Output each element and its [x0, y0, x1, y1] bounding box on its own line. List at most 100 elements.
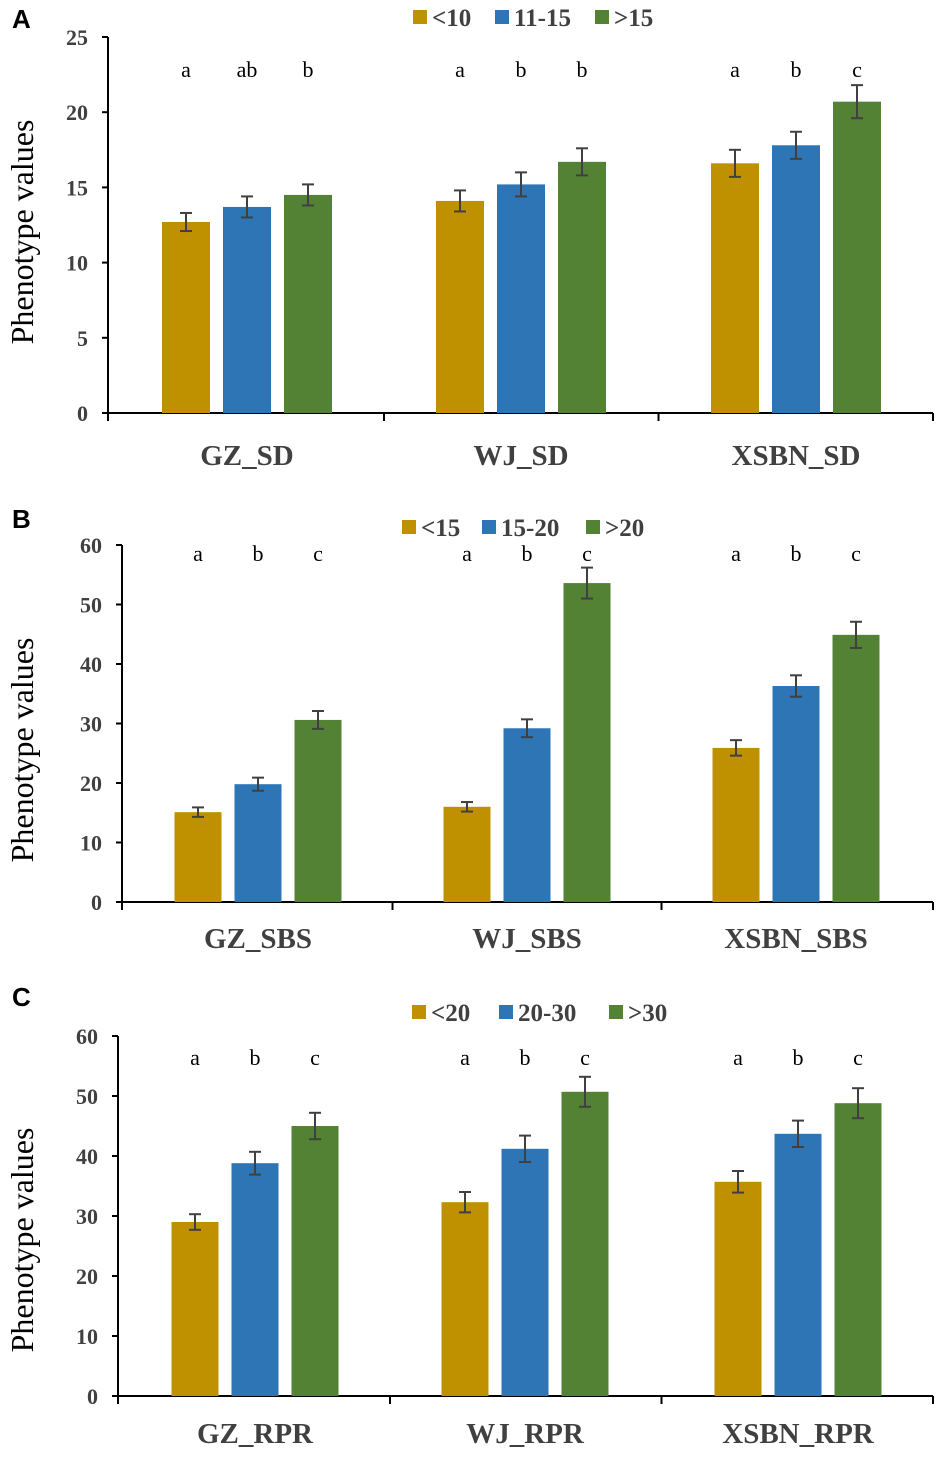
- significance-letter: a: [190, 1045, 200, 1070]
- significance-letter: a: [733, 1045, 743, 1070]
- y-tick-label: 0: [91, 890, 102, 915]
- y-tick-label: 40: [80, 652, 102, 677]
- significance-letter: b: [793, 1045, 804, 1070]
- y-tick-label: 50: [80, 593, 102, 618]
- bar: [834, 1103, 882, 1396]
- significance-letter: b: [516, 57, 527, 82]
- bar: [772, 686, 820, 902]
- bar: [561, 1091, 609, 1396]
- legend-label: <20: [431, 1000, 470, 1027]
- legend-label: >15: [614, 5, 653, 32]
- bar: [712, 747, 760, 902]
- bar: [714, 1181, 762, 1396]
- y-tick-label: 60: [80, 533, 102, 558]
- y-tick-label: 25: [66, 25, 88, 50]
- legend-label: <10: [432, 5, 471, 32]
- significance-letter: a: [193, 541, 203, 566]
- legend-swatch: [402, 520, 416, 534]
- legend-swatch: [482, 520, 496, 534]
- x-category-label: GZ_RPR: [197, 1418, 314, 1450]
- significance-letter: c: [582, 541, 592, 566]
- y-tick-label: 50: [76, 1084, 98, 1109]
- bar: [497, 184, 545, 413]
- y-tick-label: 10: [66, 251, 88, 276]
- panel-label: B: [12, 504, 31, 534]
- y-tick-label: 30: [80, 712, 102, 737]
- significance-letter: a: [462, 541, 472, 566]
- bar: [231, 1163, 279, 1396]
- significance-letter: a: [455, 57, 465, 82]
- panel-c: C Phenotype values 0 10 20 30 40 50 60 GZ_RPR a b c W…: [4, 982, 934, 1450]
- panel-label: A: [12, 4, 31, 34]
- legend-swatch: [412, 1005, 426, 1019]
- significance-letter: b: [250, 1045, 261, 1070]
- significance-letter: a: [731, 541, 741, 566]
- x-category-label: GZ_SD: [200, 440, 293, 472]
- legend-swatch: [413, 10, 427, 24]
- bar: [171, 1222, 219, 1396]
- significance-letter: c: [851, 541, 861, 566]
- bar: [234, 784, 282, 902]
- x-category-label: XSBN_SBS: [724, 923, 867, 955]
- y-tick-label: 30: [76, 1204, 98, 1229]
- y-tick-label: 20: [76, 1264, 98, 1289]
- bar: [833, 101, 881, 413]
- bar: [774, 1133, 822, 1396]
- bar: [503, 728, 551, 902]
- significance-letter: b: [520, 1045, 531, 1070]
- bar: [284, 194, 332, 413]
- significance-letter: c: [853, 1045, 863, 1070]
- bar: [443, 806, 491, 902]
- y-axis-label: Phenotype values: [4, 1128, 40, 1353]
- significance-letter: b: [303, 57, 314, 82]
- significance-letter: b: [791, 57, 802, 82]
- significance-letter: c: [580, 1045, 590, 1070]
- bar: [174, 812, 222, 902]
- y-tick-label: 20: [66, 100, 88, 125]
- x-category-label: XSBN_SD: [732, 440, 861, 472]
- significance-letter: c: [310, 1045, 320, 1070]
- y-tick-label: 10: [76, 1324, 98, 1349]
- significance-letter: a: [730, 57, 740, 82]
- legend-swatch: [595, 10, 609, 24]
- legend-swatch: [586, 520, 600, 534]
- legend-label: >20: [605, 515, 644, 542]
- bar: [563, 583, 611, 902]
- legend-swatch: [499, 1005, 513, 1019]
- significance-letter: b: [253, 541, 264, 566]
- significance-letter: b: [577, 57, 588, 82]
- bar: [711, 163, 759, 413]
- y-tick-label: 0: [87, 1384, 98, 1409]
- bar: [294, 719, 342, 902]
- y-tick-label: 0: [77, 401, 88, 426]
- bar: [832, 634, 880, 902]
- legend-label: 15-20: [501, 515, 559, 542]
- significance-letter: ab: [237, 57, 258, 82]
- significance-letter: c: [313, 541, 323, 566]
- legend-swatch: [609, 1005, 623, 1019]
- y-tick-label: 5: [77, 326, 88, 351]
- x-category-label: GZ_SBS: [204, 923, 312, 955]
- significance-letter: a: [460, 1045, 470, 1070]
- significance-letter: a: [181, 57, 191, 82]
- legend-label: 11-15: [514, 5, 571, 32]
- legend-label: 20-30: [518, 1000, 576, 1027]
- bar: [501, 1148, 549, 1396]
- legend-swatch: [495, 10, 509, 24]
- bar: [291, 1126, 339, 1396]
- y-axis-label: Phenotype values: [4, 120, 40, 345]
- y-tick-label: 15: [66, 175, 88, 200]
- y-tick-label: 60: [76, 1024, 98, 1049]
- bar: [558, 161, 606, 413]
- bar: [772, 145, 820, 413]
- significance-letter: c: [852, 57, 862, 82]
- y-tick-label: 40: [76, 1144, 98, 1169]
- bar: [436, 200, 484, 413]
- legend-label: <15: [421, 515, 460, 542]
- panel-b: B Phenotype values 0 10 20 30 40 50 60 GZ_SBS a b c W…: [4, 504, 934, 955]
- bar: [441, 1202, 489, 1396]
- bar: [223, 206, 271, 413]
- legend-label: >30: [628, 1000, 667, 1027]
- x-category-label: WJ_RPR: [466, 1418, 585, 1450]
